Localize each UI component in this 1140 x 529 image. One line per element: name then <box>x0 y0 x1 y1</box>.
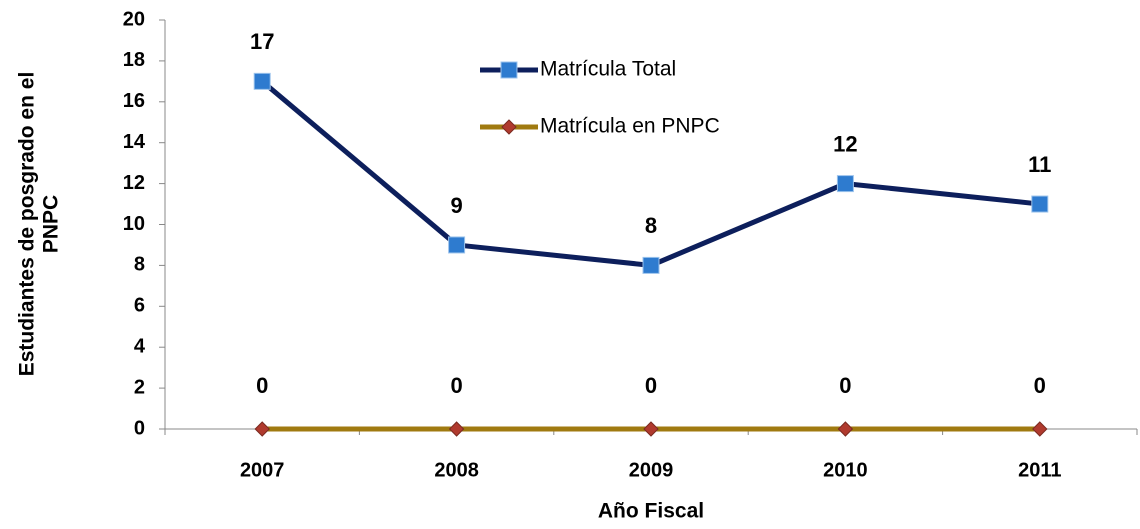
data-label: 0 <box>839 373 851 398</box>
marker <box>448 236 466 254</box>
data-label: 0 <box>645 373 657 398</box>
y-tick-label: 12 <box>123 172 145 194</box>
data-label: 11 <box>1028 152 1051 177</box>
data-label: 9 <box>450 193 462 218</box>
y-tick-label: 0 <box>134 417 145 439</box>
x-tick-label: 2010 <box>823 459 868 481</box>
data-label: 0 <box>256 373 268 398</box>
legend-marker <box>501 119 517 135</box>
x-tick-label: 2008 <box>434 459 479 481</box>
data-label: 0 <box>1034 373 1046 398</box>
data-label: 17 <box>250 29 274 54</box>
y-tick-label: 16 <box>123 90 145 112</box>
y-tick-label: 18 <box>123 49 145 71</box>
y-tick-label: 8 <box>134 254 145 276</box>
data-label: 0 <box>450 373 462 398</box>
y-tick-label: 14 <box>123 131 146 153</box>
legend-marker <box>500 61 518 79</box>
marker <box>837 421 854 437</box>
marker <box>253 72 271 90</box>
marker <box>642 256 660 274</box>
y-axis-label: PNPC <box>40 195 63 253</box>
marker <box>1032 421 1048 437</box>
x-tick-label: 2009 <box>629 459 674 481</box>
y-axis-label: Estudiantes de posgrado en el <box>16 72 39 377</box>
legend-label: Matrícula Total <box>540 58 676 81</box>
data-label: 12 <box>833 131 857 156</box>
marker <box>254 421 270 437</box>
x-tick-label: 2011 <box>1018 459 1061 481</box>
y-tick-label: 2 <box>134 376 145 398</box>
marker <box>643 421 659 437</box>
x-axis-label: Año Fiscal <box>598 500 704 523</box>
y-tick-label: 4 <box>134 335 146 357</box>
legend-label: Matrícula en PNPC <box>540 115 720 138</box>
data-label: 8 <box>645 213 657 238</box>
x-tick-label: 2007 <box>240 459 285 481</box>
marker <box>448 421 465 437</box>
y-tick-label: 10 <box>123 213 145 235</box>
y-tick-label: 6 <box>134 295 145 317</box>
marker <box>836 175 854 193</box>
y-tick-label: 20 <box>123 8 145 30</box>
marker <box>1031 195 1049 213</box>
